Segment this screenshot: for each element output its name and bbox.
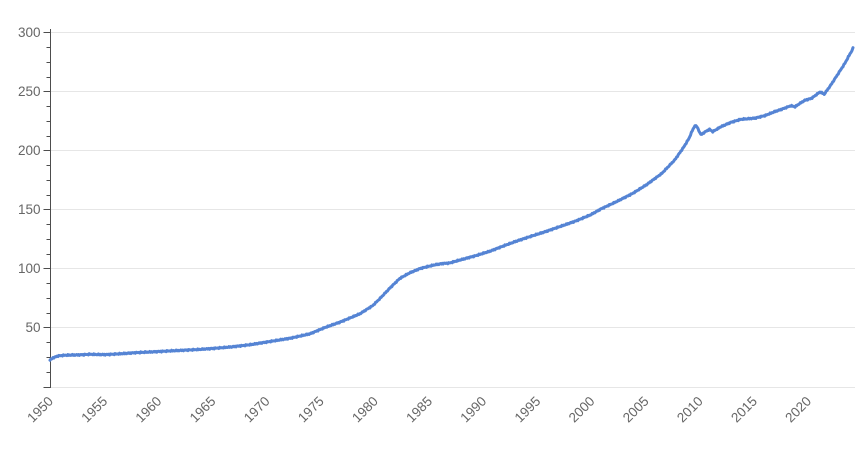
x-tick-label: 1980: [349, 394, 381, 426]
series-line[interactable]: [48, 46, 855, 362]
x-tick-label: 2005: [620, 394, 652, 426]
x-tick-label: 1985: [403, 394, 435, 426]
x-tick-label: 1955: [78, 394, 110, 426]
x-tick-label: 1970: [241, 394, 273, 426]
x-tick-label: 1950: [24, 394, 56, 426]
y-tick-label: 50: [25, 320, 40, 335]
y-tick-label: 300: [18, 25, 41, 40]
x-tick-label: 1965: [187, 394, 219, 426]
y-tick-label: 150: [18, 202, 41, 217]
x-tick-label: 2010: [674, 394, 706, 426]
x-tick-label: 2000: [566, 394, 598, 426]
x-tick-label: 2015: [728, 394, 760, 426]
x-tick-label: 1990: [457, 394, 489, 426]
x-tick-label: 2020: [782, 394, 814, 426]
x-tick-label: 1975: [295, 394, 327, 426]
x-tick-label: 1960: [133, 394, 165, 426]
y-tick-label: 200: [18, 143, 41, 158]
x-tick-label: 1995: [512, 394, 544, 426]
y-tick-label: 250: [18, 84, 41, 99]
y-tick-label: 100: [18, 261, 41, 276]
